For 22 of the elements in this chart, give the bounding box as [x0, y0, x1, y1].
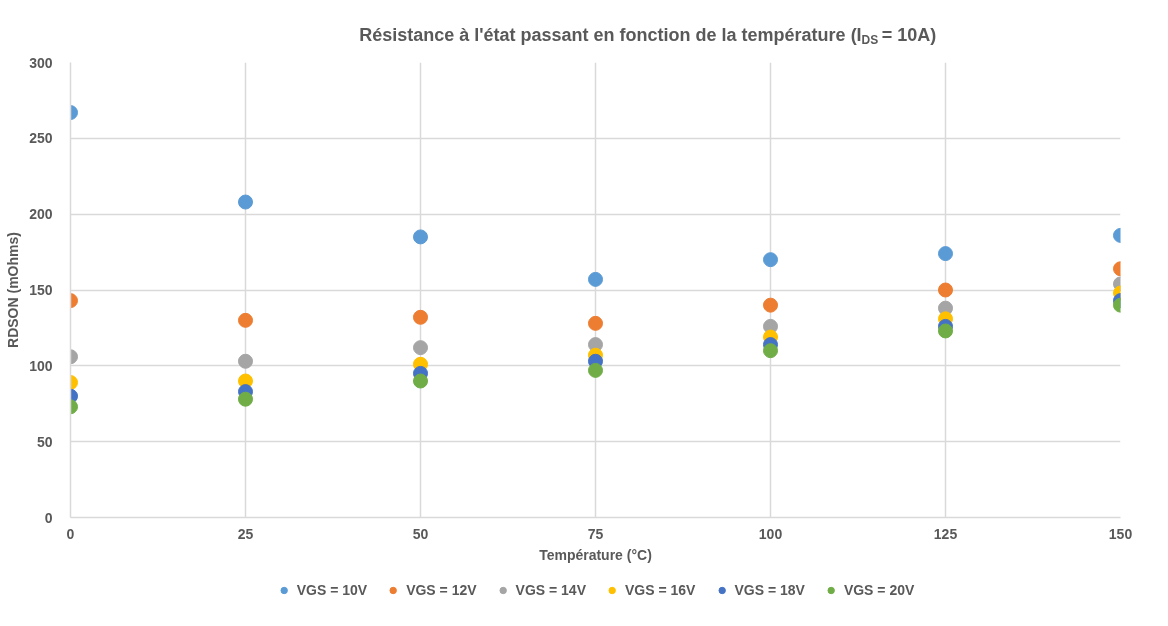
y-axis-title: RDSON (mOhms)	[5, 232, 22, 348]
x-tick-label: 150	[1108, 525, 1133, 542]
x-tick-label: 0	[66, 525, 75, 542]
y-tick-label: 150	[29, 282, 53, 298]
x-tick-label: 50	[412, 525, 429, 542]
y-tick-label: 300	[29, 54, 53, 71]
y-tick-label: 200	[29, 206, 53, 223]
legend-label: VGS = 12V	[406, 582, 477, 598]
y-tick-label: 0	[44, 509, 53, 526]
y-tick-label: 100	[29, 357, 53, 374]
legend-label: VGS = 18V	[734, 582, 805, 598]
y-tick-label: 250	[29, 130, 53, 147]
x-tick-label: 75	[587, 525, 604, 542]
x-tick-label: 125	[933, 525, 958, 542]
legend-label: VGS = 16V	[625, 582, 696, 598]
x-tick-label: 100	[758, 525, 783, 542]
y-tick-label: 50	[36, 433, 53, 450]
x-tick-label: 25	[237, 525, 254, 542]
legend-label: VGS = 14V	[515, 582, 586, 598]
x-axis-title: Température (°C)	[539, 546, 652, 563]
legend-label: VGS = 20V	[843, 582, 915, 598]
legend-label: VGS = 10V	[296, 582, 368, 598]
